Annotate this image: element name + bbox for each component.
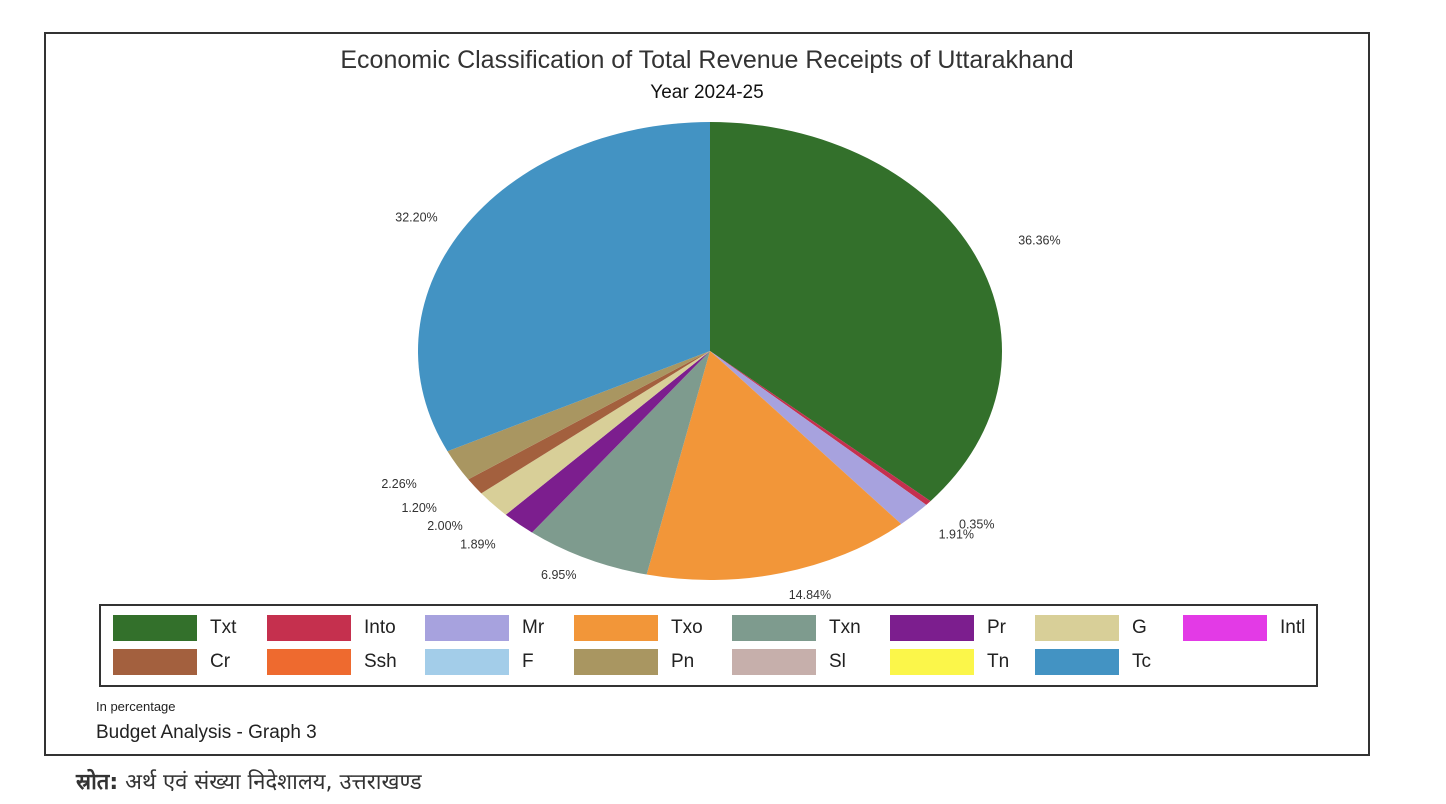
legend-label: Intl <box>1280 617 1306 638</box>
legend-label: Ssh <box>364 651 397 672</box>
legend-swatch <box>267 649 351 675</box>
legend-label: Sl <box>829 651 846 672</box>
legend-label: Pn <box>671 651 695 672</box>
legend-swatch <box>1035 615 1119 641</box>
pie-slice-into <box>710 351 931 505</box>
legend-label: G <box>1132 617 1147 638</box>
legend-label: Txt <box>210 617 237 638</box>
pie-label-pr: 1.89% <box>460 538 495 552</box>
pie-slice-txo <box>646 351 902 580</box>
chart-legend: Txt Into Mr Txo Txn Pr G Intl Cr Ssh F Pn Sl Tn Tc <box>99 604 1318 687</box>
legend-label: F <box>522 651 534 672</box>
pie-label-mr: 1.91% <box>939 527 974 541</box>
pie-slice-mr <box>710 351 927 525</box>
legend-swatch <box>1183 615 1267 641</box>
pie-chart: 36.36% 0.35%1.91% 14.84% 6.95% 1.89% 2.00% 1.2… <box>381 122 1061 602</box>
legend-swatch <box>425 615 509 641</box>
legend-label: Into <box>364 617 396 638</box>
legend-label: Txn <box>829 617 861 638</box>
legend-swatch <box>425 649 509 675</box>
graph-caption: Budget Analysis - Graph 3 <box>96 722 317 743</box>
legend-swatch <box>574 649 658 675</box>
legend-swatch <box>732 649 816 675</box>
legend-swatch <box>267 615 351 641</box>
legend-swatch <box>890 649 974 675</box>
pie-label-tc: 32.20% <box>395 211 437 225</box>
chart-frame: Economic Classification of Total Revenue… <box>44 32 1370 756</box>
legend-swatch <box>732 615 816 641</box>
legend-swatch <box>574 615 658 641</box>
pie-slice-pn <box>447 351 710 480</box>
pie-slice-pr <box>505 351 710 533</box>
pie-label-pn: 2.26% <box>381 477 416 491</box>
pie-label-txt: 36.36% <box>1018 234 1060 248</box>
legend-swatch <box>113 615 197 641</box>
pie-slice-g <box>481 351 710 515</box>
source-line: स्रोत: अर्थ एवं संख्या निदेशालय, उत्तराख… <box>76 766 422 796</box>
unit-note: In percentage <box>96 699 176 714</box>
source-label: स्रोत: <box>76 770 119 795</box>
pie-slice-tc <box>418 122 710 452</box>
pie-label-into: 0.35% <box>959 517 994 531</box>
pie-label-txn: 6.95% <box>541 568 576 582</box>
legend-swatch <box>113 649 197 675</box>
legend-label: Pr <box>987 617 1006 638</box>
pie-label-g: 2.00% <box>427 519 462 533</box>
chart-subtitle: Year 2024-25 <box>650 82 764 103</box>
legend-label: Tc <box>1132 651 1151 672</box>
source-text: अर्थ एवं संख्या निदेशालय, उत्तराखण्ड <box>125 770 422 795</box>
pie-label-cr: 1.20% <box>401 501 436 515</box>
legend-label: Txo <box>671 617 703 638</box>
chart-title: Economic Classification of Total Revenue… <box>340 46 1074 74</box>
pie-slice-txt <box>710 122 1003 502</box>
legend-swatch <box>1035 649 1119 675</box>
legend-label: Tn <box>987 651 1010 672</box>
pie-slice-cr <box>468 351 710 494</box>
legend-label: Cr <box>210 651 231 672</box>
legend-swatch <box>890 615 974 641</box>
pie-slice-txn <box>531 351 710 575</box>
pie-label-txo: 14.84% <box>789 588 831 602</box>
legend-label: Mr <box>522 617 545 638</box>
